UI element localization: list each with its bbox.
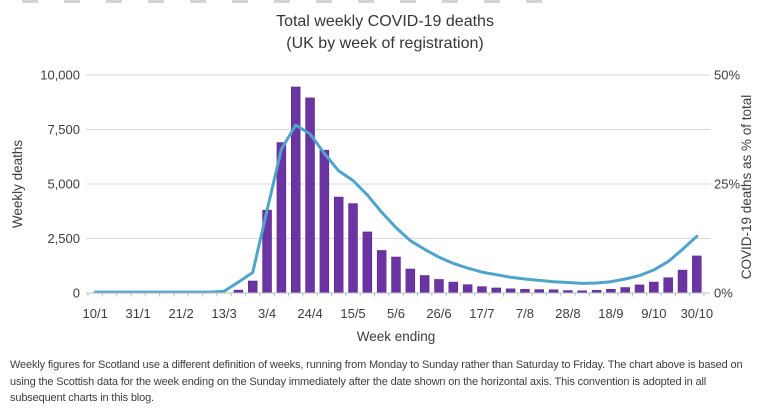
x-tick-label: 15/5 bbox=[340, 306, 365, 321]
covid-deaths-chart: Total weekly COVID-19 deaths (UK by week… bbox=[10, 13, 754, 344]
line-series bbox=[93, 123, 699, 294]
bar bbox=[290, 86, 301, 294]
bar bbox=[520, 289, 530, 294]
y-tick-label-left: 2,500 bbox=[47, 231, 80, 246]
bar bbox=[305, 97, 315, 294]
bar bbox=[333, 196, 344, 294]
y-tick-label-right: 25% bbox=[714, 177, 740, 192]
cropped-text-artifact bbox=[22, 0, 567, 3]
pct-line bbox=[93, 123, 699, 294]
y-tick-label-left: 0 bbox=[73, 286, 80, 301]
bar bbox=[491, 287, 502, 294]
x-tick-label: 26/6 bbox=[426, 306, 451, 321]
x-tick-label: 18/9 bbox=[598, 306, 623, 321]
x-tick-label: 13/3 bbox=[211, 306, 236, 321]
bar bbox=[462, 284, 473, 294]
y-axis-title-left: Weekly deaths bbox=[10, 140, 25, 229]
x-tick-label: 3/4 bbox=[258, 306, 276, 321]
bar bbox=[376, 250, 387, 294]
x-tick-label: 9/10 bbox=[641, 306, 666, 321]
x-axis-title: Week ending bbox=[357, 329, 436, 344]
bar bbox=[248, 280, 258, 294]
x-tick-label: 17/7 bbox=[469, 306, 494, 321]
x-tick-label: 28/8 bbox=[555, 306, 580, 321]
bar bbox=[348, 203, 358, 294]
bar bbox=[649, 281, 659, 294]
bar bbox=[448, 281, 459, 294]
chart-title: Total weekly COVID-19 deaths bbox=[276, 13, 494, 30]
bar bbox=[319, 149, 330, 294]
bar bbox=[362, 231, 373, 294]
bar bbox=[477, 286, 487, 294]
x-tick-label: 21/2 bbox=[168, 306, 193, 321]
y-axis-title-right: COVID-19 deaths as % of total bbox=[739, 95, 754, 280]
y-tick-label-left: 5,000 bbox=[47, 177, 80, 192]
bar bbox=[663, 277, 673, 294]
bar bbox=[677, 269, 688, 294]
x-tick-label: 24/4 bbox=[297, 306, 322, 321]
gridlines bbox=[86, 74, 710, 239]
y-tick-label-left: 7,500 bbox=[47, 122, 80, 137]
y-tick-label-right: 50% bbox=[714, 68, 740, 83]
bar bbox=[620, 287, 630, 294]
y-tick-label-left: 10,000 bbox=[40, 68, 80, 83]
y-tick-label-right: 0% bbox=[714, 286, 733, 301]
bar bbox=[405, 268, 416, 294]
tick-labels: 0 2,500 5,000 7,500 10,000 0% 25% 50% 10/1 31/1 21… bbox=[40, 68, 740, 322]
footnote: Weekly figures for Scotland use a differ… bbox=[10, 359, 743, 405]
bar bbox=[505, 288, 516, 294]
bar bbox=[391, 256, 401, 294]
x-tick-label: 5/6 bbox=[387, 306, 405, 321]
x-tick-label: 30/10 bbox=[681, 306, 714, 321]
bar bbox=[634, 284, 645, 294]
bar bbox=[434, 279, 444, 294]
x-tick-label: 7/8 bbox=[516, 306, 534, 321]
bar bbox=[419, 275, 430, 294]
chart-subtitle: (UK by week of registration) bbox=[286, 35, 483, 52]
axes bbox=[86, 292, 710, 297]
bar bbox=[606, 288, 616, 294]
bar bbox=[692, 255, 702, 294]
x-tick-label: 31/1 bbox=[125, 306, 150, 321]
x-tick-label: 10/1 bbox=[83, 306, 108, 321]
bar bbox=[534, 289, 544, 294]
